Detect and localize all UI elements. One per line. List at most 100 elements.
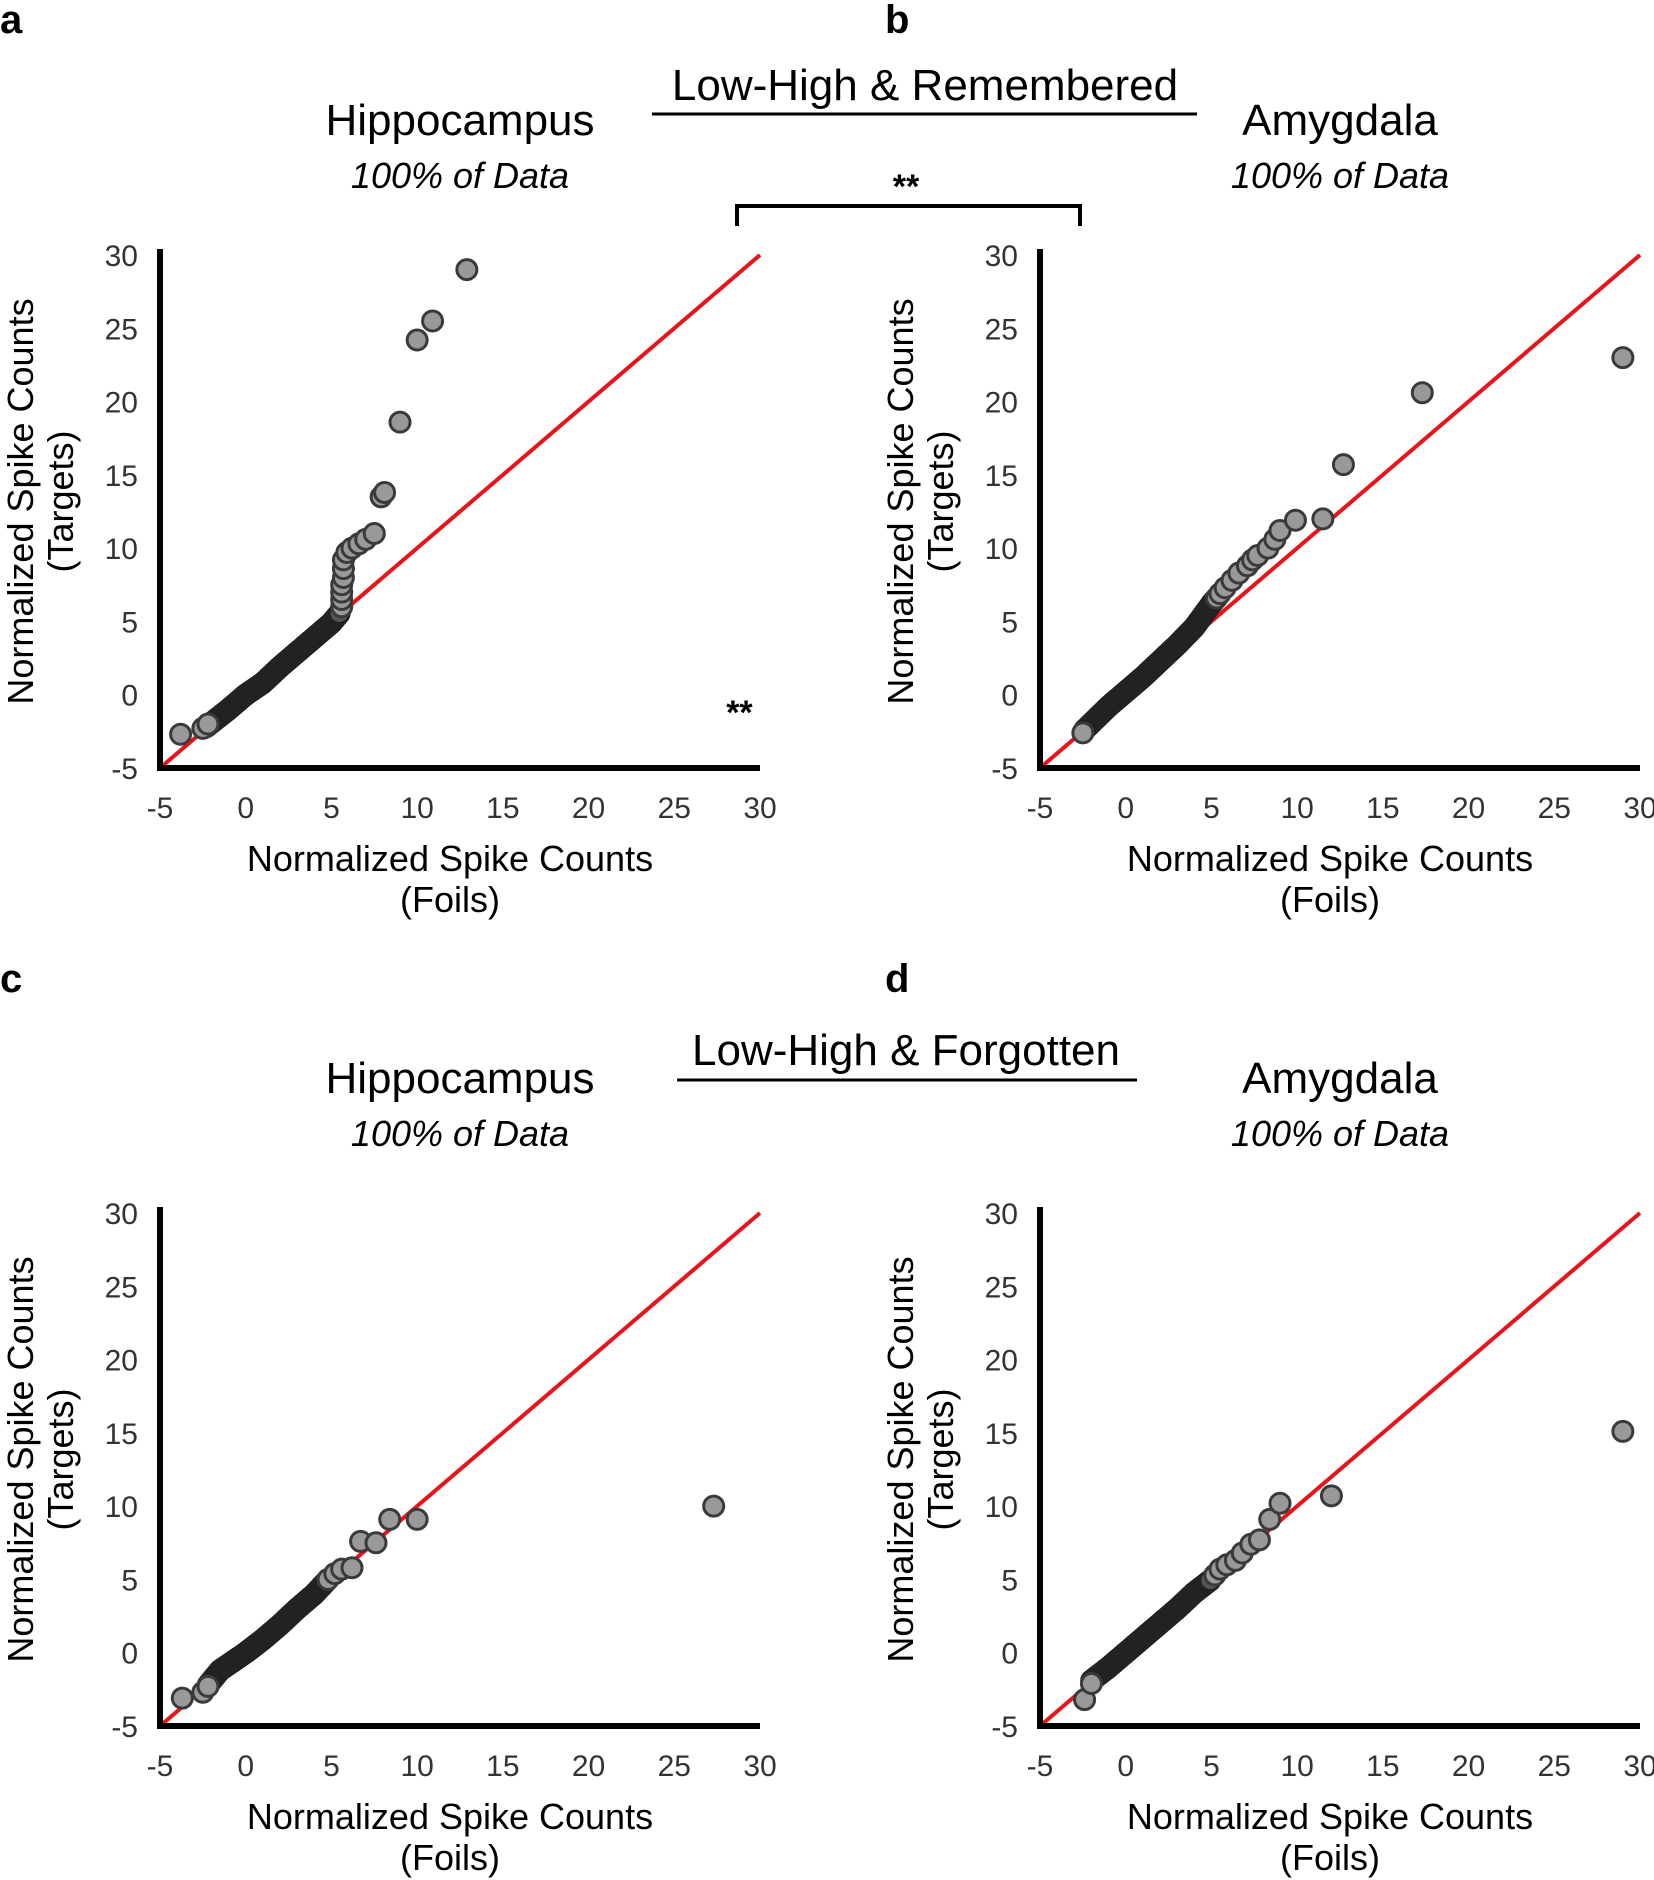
y-tick-label: -5	[111, 753, 138, 786]
x-tick-label: 0	[1117, 1750, 1134, 1783]
chart-panel-a: Hippocampus 100% of Data -5 0 5 10 15 20 25 30 -5 0…	[0, 96, 777, 920]
y-axis-title: Normalized Spike Counts	[880, 298, 921, 704]
dense-points	[195, 602, 351, 739]
x-tick-label: 15	[1366, 792, 1399, 825]
data-point	[170, 1686, 194, 1710]
x-tick-label: 10	[1280, 1750, 1313, 1783]
x-tick-label: -5	[1027, 1750, 1054, 1783]
y-tick-label: 15	[105, 1418, 138, 1451]
data-point	[362, 521, 386, 545]
x-tick-label: 20	[1452, 1750, 1485, 1783]
y-axis-title: Normalized Spike Counts	[0, 298, 41, 704]
chart-subtitle: 100% of Data	[1231, 1113, 1449, 1154]
x-axis-subtitle: (Foils)	[1280, 879, 1380, 920]
x-tick-label: 30	[1623, 792, 1654, 825]
significance-annotation: **	[726, 694, 753, 732]
y-tick-label: 5	[121, 1564, 138, 1597]
data-point	[1268, 519, 1292, 543]
x-tick-label: 20	[1452, 792, 1485, 825]
y-axis-subtitle: (Targets)	[40, 1388, 81, 1530]
x-tick-label: 15	[486, 792, 519, 825]
y-tick-label: 10	[985, 1491, 1018, 1524]
x-axis-subtitle: (Foils)	[400, 1837, 500, 1878]
x-tick-label: 5	[1203, 1750, 1220, 1783]
x-tick-label: 15	[486, 1750, 519, 1783]
data-point	[378, 1507, 402, 1531]
y-axis-subtitle: (Targets)	[920, 1388, 961, 1530]
y-tick-label: 5	[1001, 606, 1018, 639]
y-tick-label: 0	[1001, 680, 1018, 713]
panel-label-c: c	[0, 957, 22, 1001]
x-axis-title: Normalized Spike Counts	[1127, 838, 1533, 879]
data-point	[702, 1494, 726, 1518]
y-axis-title: Normalized Spike Counts	[880, 1256, 921, 1662]
chart-subtitle: 100% of Data	[1231, 155, 1449, 196]
y-tick-label: 15	[985, 460, 1018, 493]
y-axis-subtitle: (Targets)	[920, 430, 961, 572]
data-point	[1611, 346, 1635, 370]
bracket-label: **	[893, 168, 920, 206]
data-point	[1410, 381, 1434, 405]
x-tick-label: 0	[237, 792, 254, 825]
x-tick-label: 5	[323, 1750, 340, 1783]
chart-title: Amygdala	[1242, 1054, 1438, 1103]
y-tick-label: -5	[991, 753, 1018, 786]
x-tick-label: 0	[1117, 792, 1134, 825]
x-axis-title: Normalized Spike Counts	[1127, 1796, 1533, 1837]
x-tick-label: 20	[572, 1750, 605, 1783]
y-tick-label: 30	[105, 240, 138, 273]
data-point	[388, 410, 412, 434]
data-point	[196, 1674, 220, 1698]
x-tick-label: 10	[400, 792, 433, 825]
dense-points	[1073, 587, 1228, 742]
dense-points	[196, 1569, 339, 1697]
x-tick-label: 25	[1538, 792, 1571, 825]
data-point	[196, 712, 220, 736]
panel-label-a: a	[0, 0, 23, 42]
data-point	[455, 258, 479, 282]
x-axis-subtitle: (Foils)	[1280, 1837, 1380, 1878]
y-tick-label: 20	[105, 387, 138, 420]
x-tick-label: 30	[743, 1750, 776, 1783]
chart-title: Hippocampus	[325, 96, 594, 145]
y-tick-label: 30	[985, 240, 1018, 273]
panels: Hippocampus 100% of Data -5 0 5 10 15 20 25 30 -5 0…	[0, 96, 1654, 1878]
x-tick-label: 25	[658, 1750, 691, 1783]
x-tick-label: -5	[147, 1750, 174, 1783]
y-tick-label: 30	[985, 1198, 1018, 1231]
y-tick-label: 20	[105, 1345, 138, 1378]
data-point	[1319, 1484, 1343, 1508]
y-tick-label: 25	[105, 313, 138, 346]
y-tick-label: 20	[985, 387, 1018, 420]
y-tick-label: 20	[985, 1345, 1018, 1378]
y-tick-label: 0	[1001, 1638, 1018, 1671]
data-point	[373, 480, 397, 504]
data-point	[405, 1507, 429, 1531]
y-tick-label: 25	[105, 1271, 138, 1304]
x-tick-label: 30	[1623, 1750, 1654, 1783]
y-tick-label: 5	[121, 606, 138, 639]
data-point	[405, 328, 429, 352]
chart-panel-c: Hippocampus 100% of Data -5 0 5 10 15 20 25 30 -5 0…	[0, 1054, 777, 1878]
data-point	[1258, 1507, 1282, 1531]
x-tick-label: -5	[147, 792, 174, 825]
dense-points	[1080, 1569, 1222, 1692]
panel-label-b: b	[885, 0, 909, 42]
y-axis-subtitle: (Targets)	[40, 430, 81, 572]
y-tick-label: 0	[121, 680, 138, 713]
y-tick-label: 15	[985, 1418, 1018, 1451]
data-point	[364, 1531, 388, 1555]
x-axis-title: Normalized Spike Counts	[247, 838, 653, 879]
chart-title: Amygdala	[1242, 96, 1438, 145]
x-tick-label: 15	[1366, 1750, 1399, 1783]
data-point	[169, 722, 193, 746]
significance-bracket: **	[735, 168, 1082, 226]
x-tick-label: -5	[1027, 792, 1054, 825]
chart-title: Hippocampus	[325, 1054, 594, 1103]
panel-label-d: d	[885, 957, 909, 1001]
chart-subtitle: 100% of Data	[351, 1113, 569, 1154]
data-point	[1311, 507, 1335, 531]
y-tick-label: 25	[985, 1271, 1018, 1304]
y-tick-label: 30	[105, 1198, 138, 1231]
